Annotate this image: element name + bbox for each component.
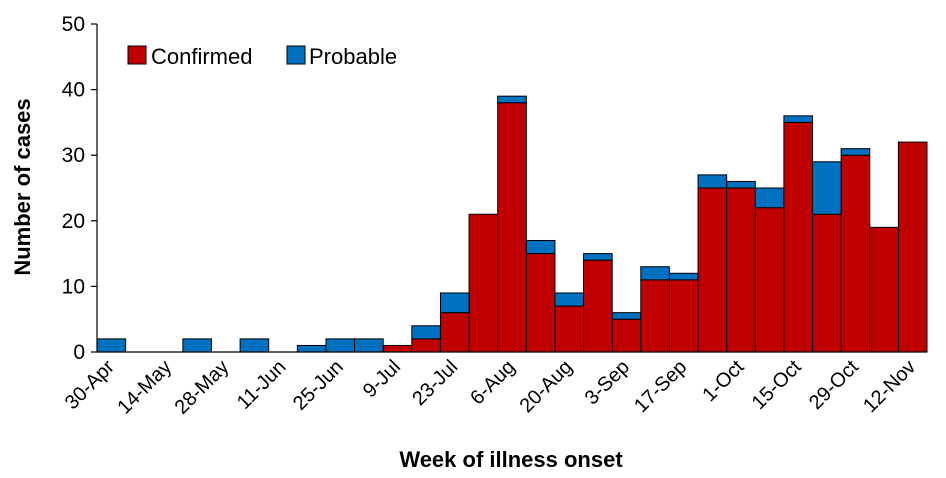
bar-probable (783, 115, 814, 123)
bar-confirmed (869, 226, 899, 353)
bar-probable (411, 325, 441, 340)
bar-confirmed (611, 318, 642, 353)
y-axis-title: Number of cases (10, 98, 35, 275)
x-tick-label: 15-Oct (748, 356, 806, 414)
bar-probable (726, 180, 756, 189)
bar-confirmed (468, 213, 499, 353)
x-tick-label: 3-Sep (581, 356, 634, 409)
bar-probable (754, 187, 785, 209)
bar-probable (583, 253, 613, 261)
x-tick-label: 23-Jul (408, 356, 462, 410)
bar-confirmed (583, 259, 613, 353)
bar-probable (182, 338, 212, 353)
legend-label-probable: Probable (309, 44, 397, 69)
bar-probable (239, 338, 270, 353)
bar-confirmed (897, 141, 928, 353)
x-tick-label: 29-Oct (805, 356, 863, 414)
bar-confirmed (382, 344, 413, 353)
bar-probable (325, 338, 356, 353)
bar-confirmed (726, 187, 756, 353)
bar-confirmed (497, 102, 527, 353)
bar-probable (640, 266, 670, 281)
bar-probable (668, 272, 699, 281)
y-tick-label: 30 (62, 144, 85, 167)
bar-confirmed (439, 312, 470, 353)
bar-probable (611, 312, 642, 320)
y-tick-label: 40 (62, 79, 85, 102)
x-tick-label: 20-Aug (516, 356, 577, 417)
legend-swatch-confirmed (127, 45, 147, 65)
x-tick-label: 11-Jun (233, 356, 291, 414)
bar-confirmed (554, 305, 585, 353)
bar-probable (354, 338, 384, 353)
bar-probable (554, 292, 585, 307)
bar-confirmed (525, 253, 556, 353)
bars-layer (96, 95, 928, 353)
bar-confirmed (754, 207, 785, 353)
y-tick-label: 20 (62, 210, 85, 233)
x-tick-label: 6-Aug (466, 356, 519, 409)
bar-confirmed (668, 279, 699, 353)
x-tick-label: 14-May (113, 356, 176, 419)
legend-swatch-probable (286, 45, 306, 65)
y-tick-label: 0 (73, 341, 85, 364)
bar-probable (497, 95, 527, 104)
x-axis-title: Week of illness onset (399, 447, 623, 472)
legend: Confirmed Probable (127, 44, 397, 69)
bar-confirmed (783, 121, 814, 353)
bar-confirmed (697, 187, 728, 353)
bar-probable (525, 239, 556, 255)
bar-confirmed (840, 154, 871, 353)
x-tick-label: 25-Jun (289, 356, 348, 415)
x-tick-label: 17-Sep (630, 356, 691, 417)
bar-probable (296, 344, 327, 353)
bar-confirmed (640, 279, 670, 353)
bar-probable (697, 174, 728, 189)
bar-probable (812, 161, 842, 215)
x-tick-label: 9-Jul (359, 356, 405, 402)
legend-label-confirmed: Confirmed (151, 44, 252, 69)
x-tick-label: 30-Apr (61, 356, 119, 414)
y-axis-ticks: 0 10 20 30 40 50 (62, 13, 97, 364)
bar-probable (96, 338, 127, 353)
y-tick-label: 10 (62, 275, 85, 298)
x-tick-label: 1-Oct (698, 356, 748, 406)
x-tick-label: 28-May (171, 356, 234, 419)
bar-confirmed (812, 213, 842, 353)
y-tick-label: 50 (62, 13, 85, 36)
x-tick-label: 12-Nov (859, 356, 920, 417)
bar-probable (439, 292, 470, 314)
bar-probable (840, 148, 871, 156)
bar-confirmed (411, 338, 441, 353)
